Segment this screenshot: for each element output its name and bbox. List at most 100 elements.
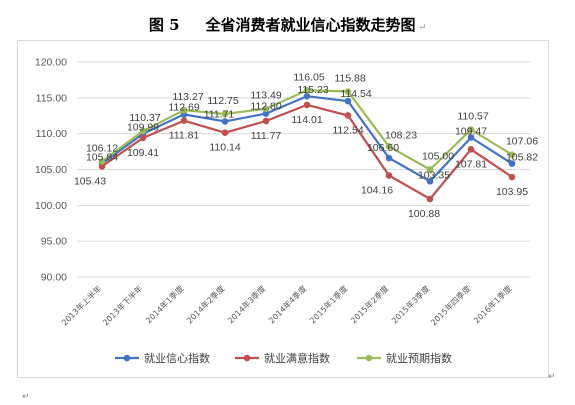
data-point [221, 118, 229, 125]
x-tick-label: 2015年1季度 [307, 283, 349, 325]
y-tick-label: 110.00 [36, 128, 67, 140]
data-label: 110.37 [129, 112, 160, 124]
x-tick-label: 2015年3季度 [389, 283, 431, 325]
data-label: 111.71 [204, 108, 235, 120]
figure-number: 图 5 [148, 16, 180, 34]
data-point [508, 151, 516, 159]
data-label: 109.99 [127, 122, 159, 134]
data-point [262, 117, 270, 125]
chart-frame [17, 40, 549, 378]
data-label: 105.43 [74, 175, 106, 187]
data-label: 114.01 [291, 114, 322, 126]
data-label: 108.23 [385, 129, 417, 141]
data-label: 114.54 [340, 88, 371, 100]
data-label: 115.23 [297, 84, 328, 96]
series-layer [98, 87, 516, 203]
data-point [467, 146, 475, 153]
y-axis: 90.00 95.00 100.00 105.00 110.00 115.00 120.00 [35, 57, 67, 284]
legend-marker [123, 354, 131, 362]
data-point [98, 163, 106, 170]
y-tick-label: 115.00 [36, 92, 67, 104]
y-tick-label: 105.00 [35, 164, 67, 176]
legend-label: 就业满意指数 [264, 351, 330, 365]
data-labels: 105.84 109.99 112.69 111.71 112.80 115.23 114.… [74, 71, 538, 220]
data-point [139, 134, 147, 142]
data-point [385, 172, 393, 179]
data-label: 111.81 [169, 130, 200, 142]
legend: 就业信心指数 就业满意指数 就业预期指数 [115, 351, 452, 365]
paragraph-mark-icon: ↵ [418, 23, 427, 33]
data-label: 106.12 [86, 142, 118, 154]
data-point [344, 112, 352, 119]
data-point [508, 173, 516, 181]
data-label: 105.82 [506, 152, 538, 164]
legend-item: 就业满意指数 [235, 351, 330, 365]
data-point [344, 97, 352, 105]
data-label: 106.60 [367, 142, 399, 154]
data-label: 112.80 [250, 101, 281, 113]
data-point [385, 154, 393, 162]
y-tick-label: 90.00 [41, 272, 67, 284]
y-tick-label: 100.00 [35, 200, 67, 212]
legend-label: 就业信心指数 [144, 351, 210, 365]
legend-marker [243, 354, 251, 362]
data-label: 100.88 [408, 208, 440, 220]
data-label: 103.35 [418, 169, 450, 181]
data-label: 107.06 [506, 136, 538, 148]
data-label: 107.81 [455, 158, 487, 170]
data-point [139, 127, 147, 135]
data-label: 104.16 [361, 185, 393, 197]
data-label: 109.47 [455, 125, 487, 137]
data-point [426, 178, 434, 185]
data-point [180, 106, 188, 114]
data-point [426, 166, 434, 173]
data-label: 115.88 [334, 73, 365, 85]
figure-title: 图 5 全省消费者就业信心指数走势图 ↵ [0, 14, 575, 35]
legend-item: 就业信心指数 [115, 351, 210, 365]
data-label: 105.00 [422, 151, 454, 163]
x-tick-label: 2013年上半年 [59, 283, 103, 327]
data-point [98, 158, 106, 165]
paragraph-mark-icon: ↵ [548, 372, 556, 382]
x-tick-label: 2016年1季度 [471, 283, 513, 325]
paragraph-mark-icon: ↵ [22, 392, 30, 402]
data-label: 113.49 [250, 90, 281, 102]
data-point [303, 101, 311, 109]
data-label: 111.77 [251, 130, 282, 142]
data-point [221, 129, 229, 136]
data-label: 112.54 [332, 124, 363, 136]
data-point [467, 134, 475, 141]
legend-label: 就业预期指数 [386, 351, 452, 365]
data-label: 113.27 [172, 91, 203, 103]
legend-item: 就业预期指数 [357, 351, 452, 365]
data-point [344, 88, 352, 95]
data-label: 112.75 [207, 95, 238, 107]
data-label: 105.84 [86, 151, 118, 163]
data-point [262, 110, 270, 117]
x-tick-label: 2014年4季度 [266, 283, 308, 325]
x-tick-label: 2013年下半年 [100, 283, 144, 327]
data-point [467, 126, 475, 133]
series-line [101, 95, 513, 183]
data-label: 109.41 [127, 147, 159, 159]
x-tick-label: 2014年2季度 [184, 283, 226, 325]
legend-marker [365, 354, 373, 362]
x-tick-label: 2014年3季度 [225, 283, 267, 325]
data-point [303, 92, 311, 100]
data-label: 116.05 [293, 71, 324, 83]
data-point [385, 143, 393, 150]
figure-title-text: 全省消费者就业信心指数走势图 [205, 16, 416, 34]
data-label: 110.57 [457, 111, 488, 123]
data-point [508, 160, 516, 167]
data-point [221, 110, 229, 118]
data-point [426, 195, 434, 203]
data-label: 112.69 [168, 101, 199, 113]
data-label: 110.14 [209, 142, 240, 154]
x-tick-label: 2015年2季度 [348, 283, 390, 325]
data-point [303, 87, 311, 94]
y-tick-label: 95.00 [41, 236, 67, 248]
data-label: 103.95 [496, 186, 528, 198]
data-point [262, 105, 270, 112]
